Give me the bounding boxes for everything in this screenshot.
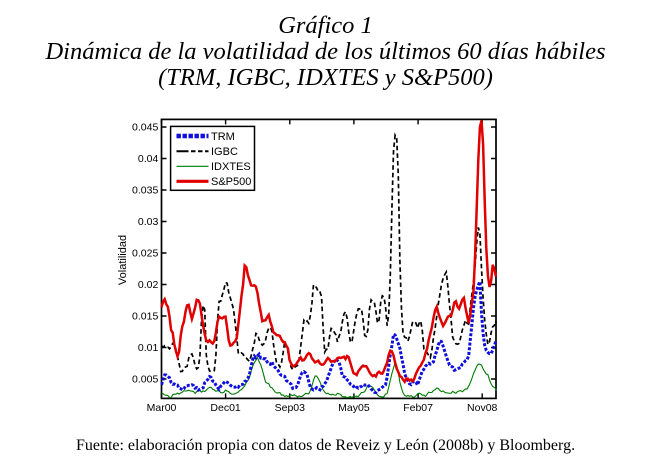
svg-text:IGBC: IGBC bbox=[211, 146, 238, 158]
svg-text:Nov08: Nov08 bbox=[467, 402, 498, 414]
svg-text:May05: May05 bbox=[338, 402, 370, 414]
svg-text:TRM: TRM bbox=[211, 131, 235, 143]
svg-text:Sep03: Sep03 bbox=[275, 402, 306, 414]
svg-text:S&P500: S&P500 bbox=[211, 176, 251, 188]
svg-text:Mar00: Mar00 bbox=[147, 402, 177, 414]
svg-text:0.015: 0.015 bbox=[132, 310, 158, 322]
svg-text:Volatilidad: Volatilidad bbox=[117, 235, 129, 285]
svg-text:IDXTES: IDXTES bbox=[211, 161, 251, 173]
svg-text:0.03: 0.03 bbox=[138, 216, 159, 228]
svg-text:Feb07: Feb07 bbox=[403, 402, 433, 414]
svg-text:0.02: 0.02 bbox=[138, 279, 159, 291]
svg-text:0.045: 0.045 bbox=[132, 121, 158, 133]
svg-text:Dec01: Dec01 bbox=[210, 402, 241, 414]
svg-text:0.025: 0.025 bbox=[132, 247, 158, 259]
svg-text:0.005: 0.005 bbox=[132, 373, 158, 385]
svg-text:0.035: 0.035 bbox=[132, 184, 158, 196]
svg-text:0.04: 0.04 bbox=[138, 153, 159, 165]
svg-text:0.01: 0.01 bbox=[138, 342, 159, 354]
